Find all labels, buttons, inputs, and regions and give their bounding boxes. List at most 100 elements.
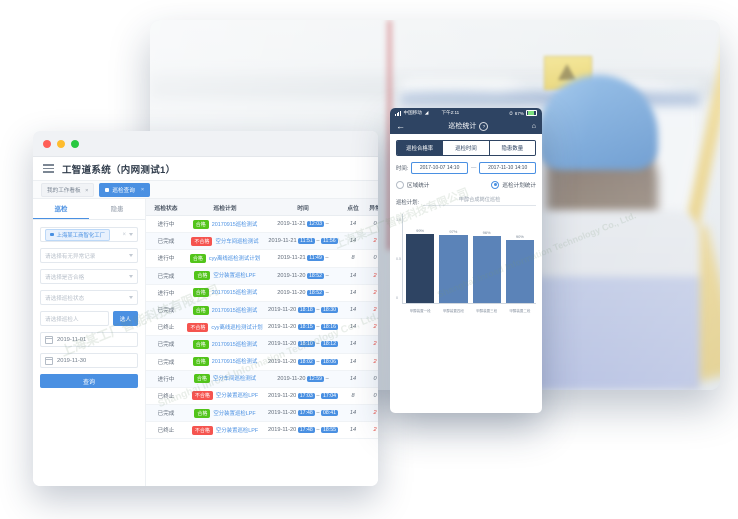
maximize-window-dot[interactable] <box>71 139 79 148</box>
chevron-down-icon <box>129 233 133 236</box>
phone-date-to[interactable]: 2017-11-10 14:10 <box>479 162 537 174</box>
tab-hazard[interactable]: 隐患 <box>110 206 124 213</box>
time-chip-end: 18:06 <box>321 358 338 365</box>
plan-name: 20170915巡检测试 <box>211 307 258 314</box>
bar-column[interactable]: 90% <box>505 218 534 303</box>
table-row[interactable]: 已完成 合格 20170915巡检测试 2019-11-20 18:02 – 18:0… <box>146 354 378 371</box>
table-row[interactable]: 已终止 不合格 空分装置巡检LPF 2019-11-20 17:48 – 18:55 1… <box>146 422 378 440</box>
status-badge: 合格 <box>194 408 211 418</box>
chart-x-labels: 甲醇装置一段 甲醇装置四段 甲醇装置三段 甲醇装置二段 <box>406 309 534 314</box>
radio-icon-area <box>396 181 404 189</box>
abnormal-record-placeholder: 请选择有无异常记录 <box>45 253 96 260</box>
status-badge: 不合格 <box>191 236 213 246</box>
segment-hazard-count[interactable]: 隐患数量 <box>489 141 535 155</box>
date-to-field[interactable]: 2019-11-30 <box>40 353 138 368</box>
app-header: 工智道系统（内网测试1） <box>33 157 378 181</box>
date-from-field[interactable]: 2019-11-01 <box>40 332 138 347</box>
status-badge: 不合格 <box>191 425 213 435</box>
phone-date-from[interactable]: 2017-10-07 14:10 <box>411 162 468 174</box>
cell-plan: 合格 空分车间巡检测试 <box>186 374 264 384</box>
table-row[interactable]: 已完成 合格 空分装置巡检LPF 2019-11-20 17:48 – 08:41 14… <box>146 405 378 423</box>
bar-category-label: 甲醇装置一段 <box>409 309 431 313</box>
breadcrumb-label-inspection: 巡检查询 <box>112 187 135 194</box>
cell-abnormal: 2 <box>373 289 377 296</box>
time-chip-start: 17:03 <box>297 392 315 399</box>
minimize-window-dot[interactable] <box>57 139 65 148</box>
hamburger-icon[interactable] <box>43 164 54 173</box>
breadcrumb-close-icon[interactable]: × <box>85 187 89 194</box>
table-row[interactable]: 已终止 不合格 cyy离线巡检测试计划 2019-11-20 18:15 – 18:1… <box>146 319 378 337</box>
cell-time: 2019-11-20 17:48 – 08:41 <box>268 410 338 417</box>
time-chip-start: 11:51 <box>298 238 315 245</box>
y-axis-tick: 0.5 <box>396 257 401 261</box>
back-icon[interactable]: ← <box>396 120 405 131</box>
close-window-dot[interactable] <box>43 139 51 148</box>
cell-plan: 不合格 cyy离线巡检测试计划 <box>186 322 264 332</box>
table-row[interactable]: 已终止 不合格 空分装置巡检LPF 2019-11-20 17:03 – 17:04 8… <box>146 388 378 406</box>
time-chip-end: 08:41 <box>321 410 338 417</box>
abnormal-record-select[interactable]: 请选择有无异常记录 <box>40 248 138 263</box>
plan-name: 空分车间巡检测试 <box>215 238 259 245</box>
cell-time: 2019-11-20 17:03 – 17:04 <box>268 392 338 399</box>
qualified-select[interactable]: 请选择是否合格 <box>40 269 138 284</box>
table-row[interactable]: 已完成 合格 20170915巡检测试 2019-11-20 18:10 – 18:1… <box>146 336 378 354</box>
plan-value[interactable]: 甲醇合成岗位巡检 <box>423 196 536 206</box>
segment-pass-rate[interactable]: 巡检合格率 <box>397 141 444 155</box>
cell-time: 2019-11-20 12:59 – <box>277 375 329 382</box>
bar-column[interactable]: 96% <box>472 218 501 303</box>
help-icon[interactable]: ? <box>479 121 489 131</box>
time-chip-end: 18:55 <box>321 427 338 434</box>
cell-status: 已完成 <box>157 308 175 315</box>
status-right-group: ⏱ 67% <box>509 109 537 117</box>
bar-column[interactable]: 97% <box>439 218 468 303</box>
choose-person-button[interactable]: 选人 <box>112 311 138 326</box>
search-button[interactable]: 查询 <box>40 374 138 388</box>
cell-status: 已完成 <box>157 359 175 366</box>
table-row[interactable]: 已完成 合格 20170915巡检测试 2019-11-20 18:18 – 18:3… <box>146 301 378 320</box>
chart-y-axis <box>402 214 403 304</box>
phone-page-title: 巡检统计 ? <box>405 121 532 131</box>
breadcrumb-item-board[interactable]: 我的工作看板 × <box>41 182 95 197</box>
table-row[interactable]: 已完成 不合格 空分车间巡检测试 2019-11-21 11:51 – 11:56 14… <box>146 233 378 251</box>
radio-option-area[interactable]: 区域统计 <box>396 181 466 189</box>
segmented-control: 巡检合格率 巡检时间 隐患数量 <box>396 140 536 156</box>
filter-panel: 巡检 隐患 上海某工商智化工厂 × 请选择有无异常记录 请选择是否合格 <box>33 199 146 486</box>
cell-plan: 不合格 空分装置巡检LPF <box>186 425 264 435</box>
cell-points: 14 <box>349 289 357 296</box>
breadcrumb-close-icon-active[interactable]: × <box>140 186 145 193</box>
phone-title-text: 巡检统计 <box>448 123 477 130</box>
cell-time: 2019-11-20 18:10 – 18:12 <box>268 341 338 348</box>
time-chip-start: 18:15 <box>297 324 315 331</box>
cell-time: 2019-11-20 18:18 – 18:30 <box>268 307 338 314</box>
breadcrumb-item-inspection[interactable]: 巡检查询 × <box>99 182 151 197</box>
mobile-phone-window: 中国移动 ◢ 下午2:11 ⏱ 67% ← 巡检统计 ? ⌂ 巡检合格率 巡检时… <box>390 108 542 413</box>
inspector-input[interactable]: 请选择巡检人 <box>40 311 109 326</box>
tab-inspection[interactable]: 巡检 <box>33 199 89 219</box>
status-badge: 合格 <box>192 288 209 298</box>
cell-status: 已终止 <box>157 393 175 400</box>
y-axis-tick: 0 <box>396 296 398 300</box>
phone-status-bar: 中国移动 ◢ 下午2:11 ⏱ 67% <box>390 108 542 118</box>
calendar-icon <box>45 335 53 344</box>
inspection-status-placeholder: 请选择巡检状态 <box>45 295 85 302</box>
home-icon[interactable]: ⌂ <box>531 122 536 130</box>
app-title: 工智道系统（内网测试1） <box>62 164 176 176</box>
factory-select[interactable]: 上海某工商智化工厂 × <box>40 227 138 242</box>
time-chip-start: 18:10 <box>297 341 315 348</box>
column-header-abnormal: 异常 <box>369 205 378 212</box>
segment-inspection-time[interactable]: 巡检时间 <box>443 141 490 155</box>
plan-name: 空分装置巡检LPF <box>215 393 259 400</box>
clear-icon[interactable]: × <box>122 231 126 238</box>
inspection-status-select[interactable]: 请选择巡检状态 <box>40 290 138 305</box>
radio-option-plan[interactable]: 巡检计划统计 <box>466 181 536 189</box>
cell-time: 2019-11-21 11:51 – 11:56 <box>268 238 338 245</box>
bar-column[interactable]: 99% <box>406 218 435 303</box>
cell-status: 进行中 <box>157 222 175 229</box>
cell-plan: 合格 20170915巡检测试 <box>186 357 264 367</box>
